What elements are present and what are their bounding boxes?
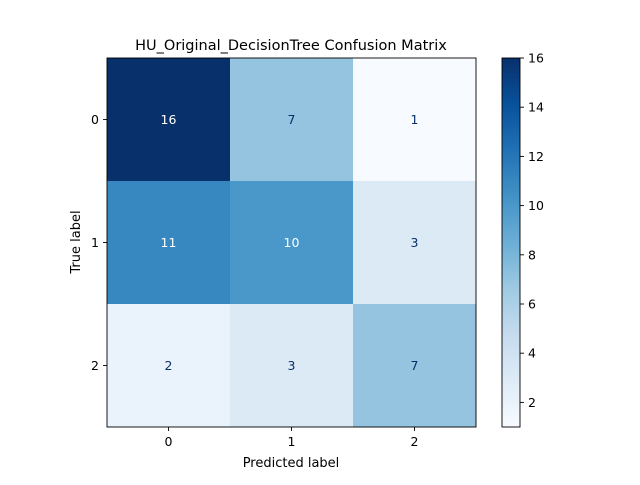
matrix-cell-r2-c0 bbox=[107, 304, 231, 428]
cell-value-r1-c1: 10 bbox=[284, 235, 300, 250]
matrix-cell-r2-c2 bbox=[353, 304, 477, 428]
matrix-cell-r0-c1 bbox=[230, 58, 354, 182]
y-tick-label: 2 bbox=[91, 358, 99, 373]
x-tick-label: 0 bbox=[165, 434, 173, 449]
matrix-cell-r1-c0 bbox=[107, 181, 231, 305]
colorbar-tick-label: 2 bbox=[528, 395, 536, 410]
matrix-cell-r1-c2 bbox=[353, 181, 477, 305]
chart-title: HU_Original_DecisionTree Confusion Matri… bbox=[135, 38, 447, 54]
colorbar-tick-label: 12 bbox=[528, 149, 544, 164]
cell-value-r0-c0: 16 bbox=[161, 112, 177, 127]
matrix-cell-r0-c0 bbox=[107, 58, 231, 182]
cell-value-r0-c1: 7 bbox=[288, 112, 296, 127]
colorbar-tick-label: 4 bbox=[528, 346, 536, 361]
x-axis-ticks: 0 1 2 bbox=[165, 427, 419, 449]
matrix-cell-r0-c2 bbox=[353, 58, 477, 182]
cell-value-r1-c0: 11 bbox=[161, 235, 177, 250]
colorbar-tick-label: 8 bbox=[528, 247, 536, 262]
colorbar-ticks: 2 4 6 8 10 12 14 16 bbox=[520, 51, 544, 410]
matrix-cell-r1-c1 bbox=[230, 181, 354, 305]
y-axis-ticks: 0 1 2 bbox=[91, 112, 107, 373]
colorbar-tick-label: 14 bbox=[528, 100, 544, 115]
y-tick-label: 1 bbox=[91, 235, 99, 250]
colorbar-tick-label: 16 bbox=[528, 51, 544, 66]
matrix-cell-r2-c1 bbox=[230, 304, 354, 428]
cell-value-r1-c2: 3 bbox=[411, 235, 419, 250]
y-axis-label: True label bbox=[69, 210, 84, 274]
colorbar-tick-label: 10 bbox=[528, 198, 544, 213]
x-tick-label: 1 bbox=[288, 434, 296, 449]
colorbar-tick-label: 6 bbox=[528, 297, 536, 312]
cell-value-r2-c2: 7 bbox=[411, 358, 419, 373]
matrix-cell-labels: 16 7 111 10 32 3 7 bbox=[161, 112, 419, 373]
cell-value-r2-c0: 2 bbox=[165, 358, 173, 373]
x-axis-label: Predicted label bbox=[243, 456, 340, 471]
cell-value-r2-c1: 3 bbox=[288, 358, 296, 373]
cell-value-r0-c2: 1 bbox=[411, 112, 419, 127]
x-tick-label: 2 bbox=[411, 434, 419, 449]
matrix-cells bbox=[107, 58, 477, 428]
y-tick-label: 0 bbox=[91, 112, 99, 127]
colorbar bbox=[501, 57, 521, 428]
